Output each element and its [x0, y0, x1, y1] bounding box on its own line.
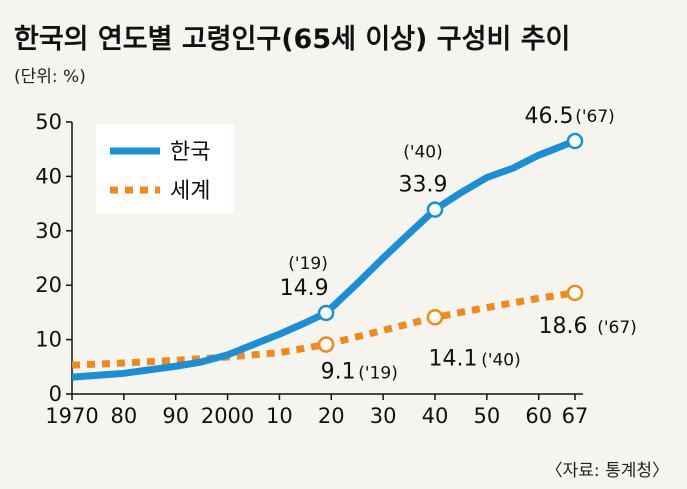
data-label-korea-2067: 46.5 [525, 104, 574, 129]
y-tick-label: 10 [35, 328, 62, 352]
marker-korea-2067 [566, 132, 584, 150]
y-tick-label: 40 [35, 164, 62, 188]
x-tick-label: 40 [422, 404, 449, 428]
label-layer: 14.9('19)33.9('40)46.5 ('67)9.1 ('19)14.1(… [280, 104, 637, 384]
y-tick-label: 20 [35, 273, 62, 297]
data-label-world-2067: 18.6 [539, 314, 588, 339]
x-tick-label: 50 [473, 404, 500, 428]
data-label-world-2019: 9.1 [321, 359, 356, 384]
x-tick-label: 2000 [201, 404, 254, 428]
x-tick-label: 80 [110, 404, 137, 428]
marker-world-2019 [317, 336, 335, 353]
axes: 0 10 20 30 40 50 1970 80 90 2000 10 20 30 40 50 60 67 [35, 110, 588, 428]
x-tick-label: 90 [162, 404, 189, 428]
year-label-korea-2067: ('67) [575, 107, 615, 127]
legend-label-world: 세계 [170, 179, 210, 204]
x-tick-label: 67 [562, 404, 589, 428]
x-tick-label: 60 [525, 404, 552, 428]
x-tick-label: 1970 [45, 404, 98, 428]
marker-layer [317, 132, 584, 353]
year-label-world-2040: ('40) [481, 350, 521, 370]
data-label-world-2040: 14.1 [428, 346, 477, 371]
year-label-world-2067: ('67) [597, 318, 637, 338]
legend: 한국 세계 [96, 124, 234, 214]
year-label-korea-2019: ('19) [288, 254, 328, 274]
x-tick-label: 10 [266, 404, 293, 428]
marker-world-2067 [566, 284, 584, 302]
year-label-korea-2040: ('40) [403, 143, 443, 163]
marker-korea-2040 [426, 201, 444, 218]
y-tick-label: 50 [35, 110, 62, 134]
source-note: 〈자료: 통계청〉 [546, 461, 669, 481]
marker-korea-2019 [317, 304, 335, 322]
year-label-world-2019: ('19) [358, 363, 398, 383]
y-tick-label: 30 [35, 219, 62, 243]
legend-box [96, 124, 234, 214]
marker-world-2040 [426, 309, 444, 326]
legend-label-korea: 한국 [170, 140, 210, 165]
data-label-korea-2019: 14.9 [280, 276, 329, 301]
y-tick-label: 0 [49, 382, 62, 406]
series-line-korea [71, 137, 577, 381]
data-label-korea-2040: 33.9 [398, 173, 447, 198]
x-tick-label: 30 [370, 404, 397, 428]
unit-label: (단위: %) [14, 67, 86, 87]
chart-title: 한국의 연도별 고령인구(65세 이상) 구성비 추이 [14, 24, 570, 55]
x-tick-label: 20 [318, 404, 345, 428]
